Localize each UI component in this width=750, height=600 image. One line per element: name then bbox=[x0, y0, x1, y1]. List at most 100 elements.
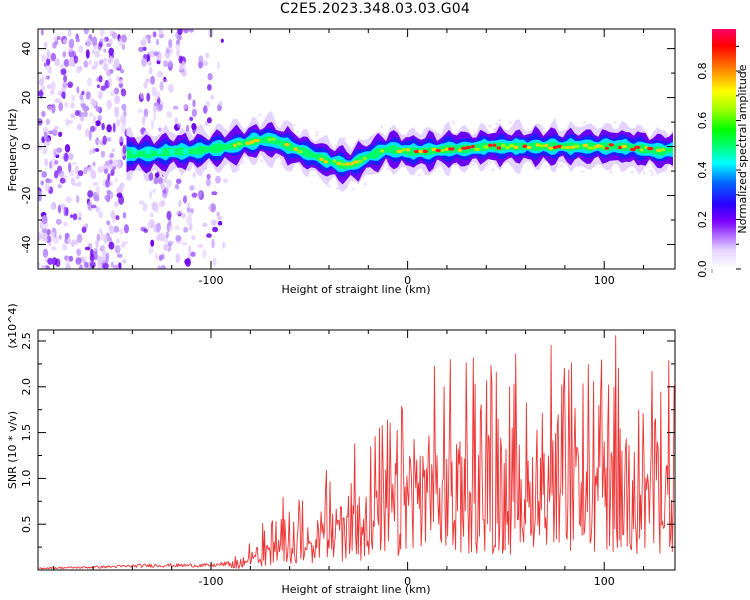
noise-speckle bbox=[96, 139, 102, 144]
noise-speckle bbox=[215, 175, 221, 184]
ridge-hotspot bbox=[560, 145, 567, 150]
colorbar-tick-label: 0.2 bbox=[696, 211, 709, 229]
noise-speckle bbox=[165, 231, 169, 239]
noise-speckle bbox=[150, 239, 155, 247]
colorbar-tick-label: 0.8 bbox=[696, 62, 709, 80]
noise-speckle bbox=[51, 257, 58, 266]
ridge-hotspot bbox=[544, 143, 549, 148]
noise-speckle bbox=[205, 52, 210, 59]
faint-speckle bbox=[471, 163, 476, 167]
noise-speckle bbox=[89, 254, 95, 262]
x-tick-label: -100 bbox=[199, 274, 224, 287]
faint-speckle bbox=[379, 125, 384, 129]
noise-speckle bbox=[63, 74, 68, 83]
noise-speckle bbox=[58, 234, 62, 240]
noise-speckle bbox=[109, 152, 115, 158]
snr-multiplier: (x10^4) bbox=[6, 303, 19, 348]
noise-speckle bbox=[42, 248, 49, 258]
ridge-hotspot bbox=[644, 145, 648, 150]
noise-speckle bbox=[83, 110, 88, 118]
noise-speckle bbox=[161, 200, 166, 206]
noise-speckle bbox=[76, 195, 80, 204]
ridge-hotspot bbox=[656, 148, 662, 153]
faint-speckle bbox=[582, 121, 587, 124]
noise-speckle bbox=[92, 147, 96, 154]
noise-speckle bbox=[209, 203, 216, 213]
noise-speckle bbox=[73, 182, 80, 187]
noise-speckle bbox=[106, 220, 111, 226]
noise-speckle bbox=[116, 75, 120, 82]
noise-speckle bbox=[158, 104, 163, 109]
ridge-hotspot bbox=[660, 148, 666, 152]
noise-speckle bbox=[62, 51, 67, 58]
noise-speckle bbox=[220, 38, 224, 43]
noise-speckle bbox=[168, 225, 174, 231]
noise-speckle bbox=[44, 182, 51, 192]
spectrogram-ylabel: Frequency (Hz) bbox=[6, 109, 19, 192]
noise-speckle bbox=[191, 192, 198, 198]
ridge-blob bbox=[145, 148, 152, 155]
noise-speckle bbox=[222, 178, 228, 184]
faint-speckle bbox=[241, 161, 245, 164]
noise-speckle bbox=[92, 115, 97, 124]
noise-speckle bbox=[70, 177, 75, 186]
ridge-hotspot bbox=[639, 148, 644, 152]
noise-speckle bbox=[94, 148, 100, 152]
noise-speckle bbox=[216, 61, 221, 70]
noise-speckle bbox=[141, 56, 147, 67]
noise-speckle bbox=[176, 49, 180, 57]
noise-speckle bbox=[182, 195, 188, 204]
noise-speckle bbox=[52, 41, 57, 49]
y-tick-label: 20 bbox=[20, 91, 33, 105]
noise-speckle bbox=[168, 83, 174, 93]
noise-speckle bbox=[146, 92, 151, 102]
noise-speckle bbox=[87, 77, 93, 87]
noise-speckle bbox=[192, 99, 196, 108]
noise-speckle bbox=[119, 182, 125, 188]
colorbar-tick-label: 0.0 bbox=[696, 260, 709, 278]
noise-speckle bbox=[182, 103, 188, 110]
noise-speckle bbox=[150, 75, 156, 85]
noise-speckle bbox=[88, 149, 93, 155]
noise-speckle bbox=[78, 212, 82, 219]
noise-speckle bbox=[76, 233, 83, 243]
noise-speckle bbox=[46, 178, 53, 184]
ridge-hotspot bbox=[573, 144, 580, 148]
noise-speckle bbox=[99, 228, 103, 234]
ridge-blob bbox=[168, 148, 175, 155]
noise-speckle bbox=[114, 201, 119, 208]
ridge-hotspot bbox=[396, 149, 403, 154]
noise-speckle bbox=[174, 184, 180, 190]
noise-speckle bbox=[65, 118, 70, 127]
noise-speckle bbox=[41, 215, 48, 225]
faint-speckle bbox=[491, 168, 495, 172]
noise-speckle bbox=[42, 147, 48, 155]
noise-speckle bbox=[153, 102, 160, 107]
noise-speckle bbox=[153, 111, 157, 121]
ridge-hotspot bbox=[566, 145, 570, 150]
noise-speckle bbox=[46, 84, 52, 90]
noise-speckle bbox=[190, 208, 194, 214]
noise-speckle bbox=[110, 261, 114, 268]
ridge-hotspot bbox=[629, 147, 637, 152]
ridge-hotspot bbox=[284, 142, 290, 147]
ridge-hotspot bbox=[345, 162, 350, 166]
ridge-hotspot bbox=[233, 143, 237, 147]
noise-speckle bbox=[142, 46, 147, 51]
ridge-hotspot bbox=[319, 157, 324, 161]
noise-speckle bbox=[188, 245, 192, 254]
noise-speckle bbox=[100, 232, 105, 241]
noise-speckle bbox=[207, 205, 212, 211]
noise-speckle bbox=[93, 196, 100, 202]
noise-speckle bbox=[114, 106, 120, 114]
noise-speckle bbox=[84, 223, 89, 229]
noise-speckle bbox=[106, 124, 112, 133]
noise-speckle bbox=[83, 29, 89, 35]
ridge-hotspot bbox=[505, 146, 510, 150]
noise-speckle bbox=[168, 38, 173, 49]
noise-speckle bbox=[102, 262, 109, 269]
noise-speckle bbox=[68, 162, 72, 173]
noise-speckle bbox=[120, 34, 127, 43]
noise-speckle bbox=[79, 117, 85, 122]
noise-speckle bbox=[55, 218, 62, 225]
